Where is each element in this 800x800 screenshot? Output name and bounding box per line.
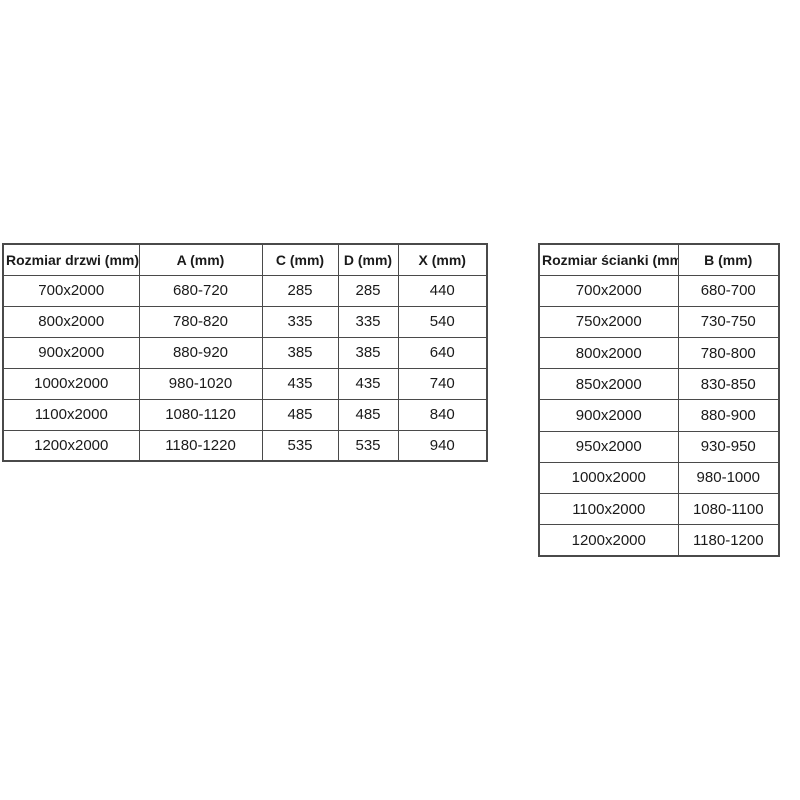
- table-cell: 285: [337, 274, 399, 307]
- table-row: 850x2000 830-850: [538, 368, 780, 401]
- table-cell: 485: [261, 398, 339, 431]
- table-row: 1200x2000 1180-1220 535 535 940: [2, 429, 488, 462]
- table-cell: 435: [337, 367, 399, 400]
- table-row: 900x2000 880-900: [538, 399, 780, 432]
- table-cell: 440: [397, 274, 488, 307]
- table-row: 1100x2000 1080-1100: [538, 493, 780, 526]
- table-cell: 1000x2000: [538, 461, 679, 495]
- table-cell: 800x2000: [538, 336, 679, 370]
- table-row: 750x2000 730-750: [538, 305, 780, 338]
- table-cell: 980-1000: [677, 461, 780, 495]
- table-cell: 540: [397, 305, 488, 338]
- table-cell: 730-750: [677, 305, 780, 338]
- table-cell: 1200x2000: [538, 524, 679, 557]
- table-cell: 740: [397, 367, 488, 400]
- column-header: B (mm): [677, 243, 780, 276]
- table-cell: 680-720: [138, 274, 263, 307]
- table-row: 900x2000 880-920 385 385 640: [2, 336, 488, 369]
- door-size-table: Rozmiar drzwi (mm) A (mm) C (mm) D (mm) X (m…: [2, 243, 488, 462]
- table-cell: 880-920: [138, 336, 263, 369]
- table-row: 700x2000 680-720 285 285 440: [2, 274, 488, 307]
- table-cell: 385: [261, 336, 339, 369]
- table-cell: 535: [261, 429, 339, 462]
- table-cell: 900x2000: [2, 336, 140, 369]
- table-cell: 780-820: [138, 305, 263, 338]
- table-row: 1000x2000 980-1020 435 435 740: [2, 367, 488, 400]
- table-cell: 1080-1100: [677, 493, 780, 526]
- table-row: 700x2000 680-700: [538, 274, 780, 307]
- door-table-header-row: Rozmiar drzwi (mm) A (mm) C (mm) D (mm) X (m…: [2, 243, 488, 276]
- column-header: C (mm): [261, 243, 339, 276]
- table-cell: 830-850: [677, 368, 780, 401]
- column-header: Rozmiar drzwi (mm): [2, 243, 140, 276]
- table-row: 1200x2000 1180-1200: [538, 524, 780, 557]
- table-cell: 285: [261, 274, 339, 307]
- table-cell: 1000x2000: [2, 367, 140, 400]
- column-header: Rozmiar ścianki (mm): [538, 243, 679, 276]
- table-cell: 1180-1220: [138, 429, 263, 462]
- table-cell: 1080-1120: [138, 398, 263, 431]
- table-row: 1100x2000 1080-1120 485 485 840: [2, 398, 488, 431]
- table-cell: 700x2000: [2, 274, 140, 307]
- table-cell: 335: [261, 305, 339, 338]
- table-cell: 900x2000: [538, 399, 679, 432]
- table-cell: 780-800: [677, 336, 780, 370]
- table-cell: 930-950: [677, 430, 780, 463]
- table-row: 800x2000 780-820 335 335 540: [2, 305, 488, 338]
- table-cell: 950x2000: [538, 430, 679, 463]
- table-cell: 680-700: [677, 274, 780, 307]
- table-cell: 435: [261, 367, 339, 400]
- table-cell: 535: [337, 429, 399, 462]
- table-cell: 880-900: [677, 399, 780, 432]
- table-cell: 385: [337, 336, 399, 369]
- table-cell: 980-1020: [138, 367, 263, 400]
- table-cell: 335: [337, 305, 399, 338]
- table-cell: 800x2000: [2, 305, 140, 338]
- table-row: 800x2000 780-800: [538, 336, 780, 370]
- table-cell: 700x2000: [538, 274, 679, 307]
- table-cell: 485: [337, 398, 399, 431]
- table-cell: 640: [397, 336, 488, 369]
- column-header: A (mm): [138, 243, 263, 276]
- table-row: 1000x2000 980-1000: [538, 461, 780, 495]
- table-cell: 1100x2000: [538, 493, 679, 526]
- table-cell: 1180-1200: [677, 524, 780, 557]
- wall-table-header-row: Rozmiar ścianki (mm) B (mm): [538, 243, 780, 276]
- table-cell: 1100x2000: [2, 398, 140, 431]
- table-cell: 750x2000: [538, 305, 679, 338]
- table-cell: 850x2000: [538, 368, 679, 401]
- table-cell: 840: [397, 398, 488, 431]
- column-header: D (mm): [337, 243, 399, 276]
- column-header: X (mm): [397, 243, 488, 276]
- table-cell: 940: [397, 429, 488, 462]
- wall-size-table: Rozmiar ścianki (mm) B (mm) 700x2000 680-7…: [538, 243, 780, 557]
- table-cell: 1200x2000: [2, 429, 140, 462]
- table-row: 950x2000 930-950: [538, 430, 780, 463]
